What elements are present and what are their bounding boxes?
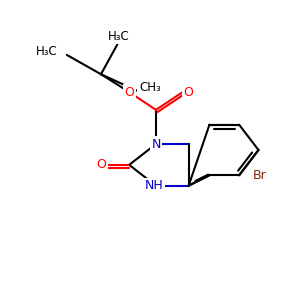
Text: O: O — [124, 85, 134, 98]
Text: NH: NH — [145, 179, 164, 192]
Text: O: O — [184, 85, 194, 98]
Text: H₃C: H₃C — [108, 30, 130, 43]
Text: H₃C: H₃C — [36, 45, 58, 58]
Text: O: O — [96, 158, 106, 171]
Text: N: N — [151, 138, 160, 151]
Text: CH₃: CH₃ — [139, 81, 161, 94]
Text: Br: Br — [253, 169, 267, 182]
